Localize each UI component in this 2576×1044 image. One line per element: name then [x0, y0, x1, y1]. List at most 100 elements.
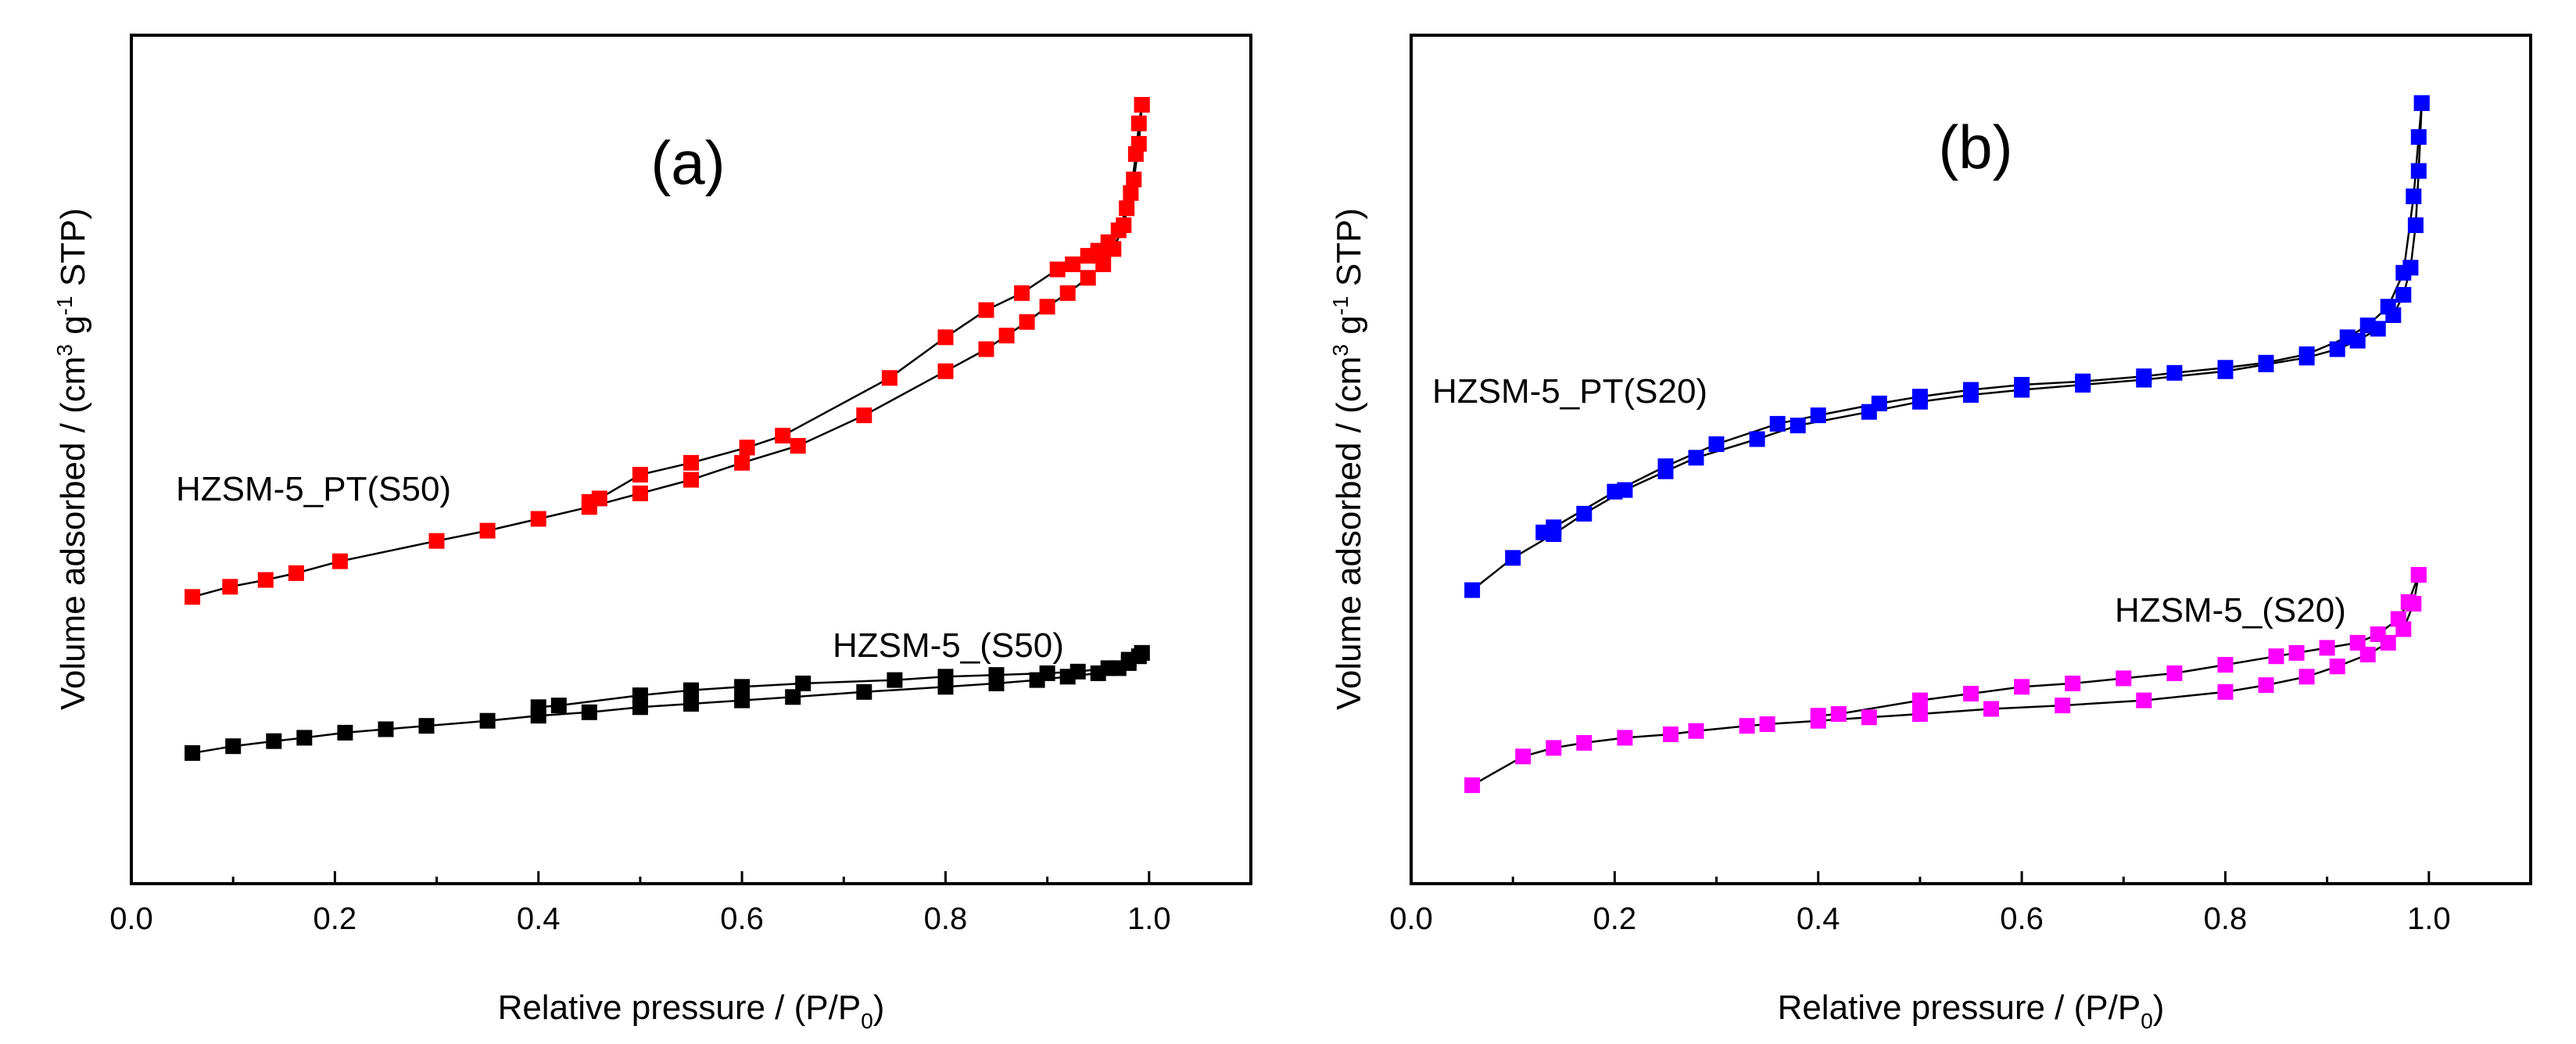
panel-a: (a) 0.0 0.2 0.4 0.6 0.8 1.0 HZSM-5_PT(S50) HZ…: [52, 34, 1252, 1033]
panel-b-hzsm-5-pt-s20-desorption-point-16: [1871, 395, 1887, 411]
panel-b-hzsm-5-pt-s20-desorption-point-1: [2410, 129, 2427, 145]
panel-b-hzsm-5-pt-s20-adsorption-point-25: [2410, 163, 2427, 179]
panel-a-hzsm-5-s50-adsorption-point-1: [225, 738, 242, 755]
panel-b-hzsm-5-pt-s20-adsorption-point-22: [2395, 287, 2412, 303]
panel-a-x-axis-title: Relative pressure / (P/P0): [498, 988, 885, 1033]
panel-a-hzsm-5-pt-s50-desorption-point-1: [1130, 135, 1147, 152]
panel-a-hzsm-5-pt-s50-adsorption-point-15: [978, 341, 994, 357]
panel-a-hzsm-5-pt-s50-desorption-point-8: [1065, 257, 1081, 272]
panel-a-hzsm-5-pt-s50-desorption-point-4: [1110, 222, 1127, 239]
panel-b-y-axis-title: Volume adsorbed / (cm3 g-1 STP): [1328, 208, 1368, 710]
panel-a-hzsm-5-s50-desorption-point-13: [530, 699, 546, 716]
panel-a-hzsm-5-pt-s50-adsorption-point-18: [1039, 299, 1055, 315]
panel-a-hzsm-5-s50-desorption-point-8: [795, 675, 811, 691]
panel-b-hzsm-5-pt-s20-desorption-point-21: [1607, 483, 1623, 500]
panel-b-hzsm-5-s20-desorption-point-15: [1830, 706, 1847, 722]
panel-a-hzsm-5-pt-s50-adsorption-point-9: [632, 485, 648, 501]
panel-a-hzsm-5-pt-s50-adsorption-point-14: [937, 363, 954, 379]
panel-a-hzsm-5-pt-s50-adsorption-point-6: [479, 522, 496, 539]
panel-a-hzsm-5-pt-s50-adsorption-point-10: [683, 472, 699, 488]
panel-b-hzsm-5-s20-desorption-point-10: [2116, 670, 2132, 687]
panel-a-hzsm-5-s50-adsorption-point-14: [856, 683, 872, 700]
panel-a-hzsm-5-s50-desorption-point-5: [988, 667, 1005, 683]
panel-a-hzsm-5-pt-s50-desorption-point-17: [632, 467, 648, 483]
panel-b-hzsm-5-s20-adsorption-point-8: [1759, 716, 1775, 732]
panel-a-hzsm-5-pt-s50-adsorption-point-3: [288, 565, 304, 581]
panel-b-x-tick-label-4: 0.8: [2204, 902, 2248, 936]
panel-b-annotation-pt-s20: HZSM-5_PT(S20): [1432, 372, 1707, 411]
panel-b-hzsm-5-s20-desorption-point-3: [2370, 626, 2386, 642]
panel-a-hzsm-5-pt-s50-adsorption-point-1: [222, 579, 238, 595]
panel-b-x-tick-label-1: 0.2: [1593, 902, 1637, 936]
panel-a-hzsm-5-pt-s50-desorption-point-3: [1119, 200, 1135, 217]
panel-b-hzsm-5-pt-s20-adsorption-point-0: [1464, 582, 1481, 598]
panel-b-hzsm-5-pt-s20-adsorption-point-3: [1576, 505, 1593, 522]
panel-a-hzsm-5-pt-s50-adsorption-point-7: [530, 511, 546, 527]
panel-b-hzsm-5-s20-desorption-point-9: [2166, 665, 2183, 681]
panel-a-hzsm-5-pt-s50-adsorption-point-17: [1019, 314, 1035, 330]
panel-a-hzsm-5-s50-adsorption-point-10: [632, 699, 648, 716]
panel-b-x-tick-label-0: 0.0: [1389, 902, 1433, 936]
panel-b-ticks: 0.0 0.2 0.4 0.6 0.8 1.0: [1389, 871, 2451, 936]
panel-a-hzsm-5-s50-adsorption-point-11: [683, 696, 699, 712]
panel-a-hzsm-5-s50-adsorption-point-2: [266, 733, 282, 749]
panel-b-hzsm-5-s20-adsorption-point-18: [2329, 658, 2345, 675]
panel-b-hzsm-5-s20-adsorption-point-7: [1739, 718, 1755, 734]
panel-a-hzsm-5-s50-desorption-point-7: [887, 672, 903, 688]
panel-a-hzsm-5-pt-s50-desorption-point-12: [937, 329, 954, 346]
panel-b-hzsm-5-pt-s20-adsorption-point-6: [1688, 450, 1704, 466]
panel-a-hzsm-5-pt-s50-desorption-point-2: [1126, 171, 1142, 188]
panel-b-hzsm-5-s20-desorption-point-6: [2288, 644, 2305, 661]
panel-b-hzsm-5-pt-s20-desorption-point-20: [1657, 458, 1674, 475]
panel-b-hzsm-5-pt-s20-desorption-point-12: [2075, 373, 2091, 389]
panel-b-hzsm-5-s20-adsorption-point-15: [2217, 683, 2234, 700]
panel-b-hzsm-5-pt-s20-desorption-point-15: [1911, 389, 1928, 405]
panel-b-hzsm-5-s20-adsorption-point-0: [1464, 777, 1481, 794]
panel-a-frame: [130, 34, 1252, 885]
panel-a-hzsm-5-s50-desorption-point-10: [683, 682, 699, 698]
panel-b-hzsm-5-s20-adsorption-point-11: [1911, 706, 1928, 722]
panel-b: (b) 0.0 0.2 0.4 0.6 0.8 1.0 HZSM-5_PT(S20) HZ…: [1328, 34, 2532, 1033]
panel-a-hzsm-5-pt-s50-adsorption-point-26: [1130, 115, 1147, 131]
panel-b-hzsm-5-s20-adsorption-point-17: [2298, 669, 2315, 685]
panel-b-x-tick-label-3: 0.6: [2000, 902, 2044, 936]
panel-b-label: (b): [1938, 113, 2012, 181]
panel-a-hzsm-5-pt-s50-adsorption-point-20: [1080, 270, 1096, 286]
panel-b-hzsm-5-s20-adsorption-point-13: [2055, 698, 2071, 714]
panel-b-hzsm-5-pt-s20-adsorption-point-18: [2329, 341, 2345, 357]
panel-a-hzsm-5-pt-s50-desorption-point-9: [1049, 261, 1066, 278]
panel-a-hzsm-5-pt-s50-adsorption-point-4: [331, 553, 348, 569]
panel-b-hzsm-5-pt-s20-desorption-point-0: [2413, 95, 2430, 111]
panel-b-hzsm-5-s20-desorption-point-13: [1963, 686, 1979, 701]
panel-b-hzsm-5-pt-s20-desorption-point-17: [1810, 407, 1826, 424]
panel-b-hzsm-5-s20-adsorption-point-14: [2136, 692, 2152, 709]
panel-a-hzsm-5-s50-adsorption-point-3: [296, 730, 313, 746]
panel-b-hzsm-5-pt-s20-desorption-point-3: [2395, 264, 2412, 281]
panel-a-hzsm-5-pt-s50-adsorption-point-24: [1123, 185, 1139, 201]
panel-a-x-tick-label-5: 1.0: [1127, 902, 1171, 936]
panel-a-x-tick-label-1: 0.2: [313, 902, 357, 936]
panel-a-x-tick-label-0: 0.0: [109, 902, 153, 936]
panel-a-hzsm-5-pt-s50-desorption-point-7: [1080, 248, 1096, 264]
panel-a-hzsm-5-s50-adsorption-point-13: [785, 689, 801, 705]
panel-a-hzsm-5-pt-s50-desorption-point-11: [978, 302, 994, 318]
panel-b-hzsm-5-pt-s20-desorption-point-18: [1769, 415, 1786, 432]
panel-b-hzsm-5-pt-s20-desorption-point-11: [2136, 368, 2152, 385]
panel-b-hzsm-5-pt-s20-desorption-point-4: [2380, 299, 2396, 315]
panel-a-annotation-s50: HZSM-5_(S50): [833, 626, 1064, 665]
panel-a-label: (a): [650, 128, 725, 197]
panel-a-hzsm-5-s50-desorption-point-11: [632, 687, 648, 704]
panel-b-hzsm-5-s20-adsorption-point-2: [1546, 740, 1562, 756]
panel-a-x-tick-label-3: 0.6: [720, 902, 764, 936]
panel-a-hzsm-5-pt-s50-adsorption-point-12: [790, 438, 806, 454]
panel-b-hzsm-5-pt-s20-desorption-point-8: [2258, 354, 2274, 371]
panel-a-hzsm-5-pt-s50-desorption-point-19: [581, 493, 597, 510]
panel-b-hzsm-5-s20-adsorption-point-10: [1861, 709, 1877, 726]
panel-a-hzsm-5-s50-desorption-point-1: [1120, 651, 1137, 668]
panel-a-hzsm-5-pt-s50-adsorption-point-21: [1095, 257, 1112, 272]
panel-b-hzsm-5-s20-desorption-point-2: [2390, 611, 2406, 627]
panel-b-hzsm-5-pt-s20-desorption-point-5: [2359, 318, 2376, 334]
panel-b-hzsm-5-s20-adsorption-point-12: [1983, 701, 1999, 717]
panel-b-hzsm-5-pt-s20-desorption-point-13: [2014, 377, 2030, 393]
panel-b-hzsm-5-s20-desorption-point-8: [2217, 657, 2234, 673]
